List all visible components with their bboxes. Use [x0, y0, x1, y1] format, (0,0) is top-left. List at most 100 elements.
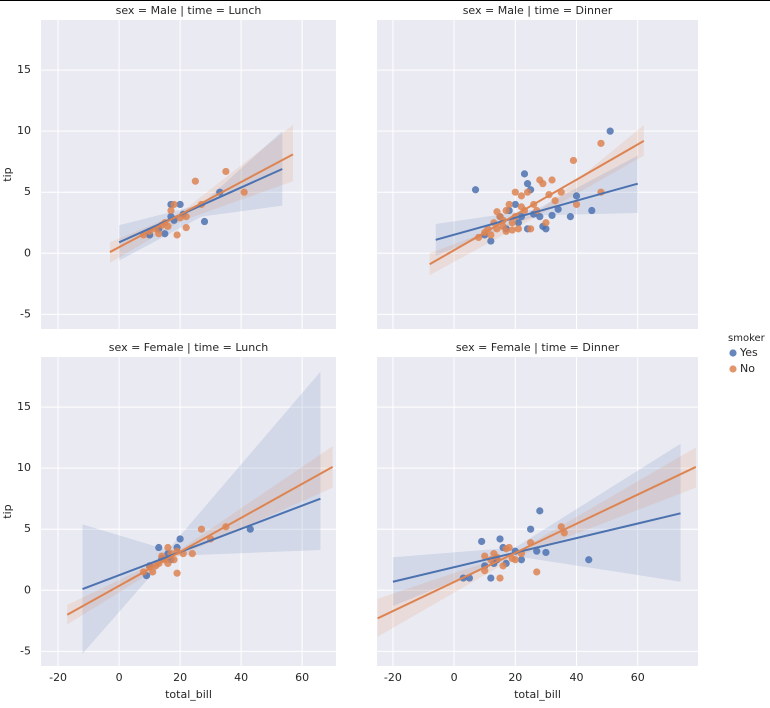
y-axis-label: tip	[1, 504, 14, 518]
y-tick-label: -5	[20, 644, 31, 657]
y-tick-label: 0	[24, 583, 31, 596]
point	[502, 227, 510, 235]
point	[585, 556, 593, 564]
point	[572, 192, 581, 200]
point	[176, 200, 184, 209]
point	[572, 200, 581, 209]
point	[551, 197, 559, 205]
plot-layer	[109, 125, 294, 264]
point	[517, 192, 526, 200]
point	[514, 225, 522, 233]
legend-marker	[729, 349, 737, 357]
point	[155, 230, 163, 238]
point	[496, 535, 504, 543]
point	[182, 224, 190, 232]
regression-line	[377, 466, 697, 620]
y-tick-label: 5	[24, 185, 31, 198]
point	[527, 525, 535, 533]
regression-line	[118, 168, 283, 244]
legend-label: Yes	[739, 346, 758, 359]
point	[557, 523, 565, 531]
point	[170, 200, 178, 209]
confidence-band	[82, 371, 321, 654]
x-tick-label: -20	[384, 671, 402, 684]
panel-title: sex = Male | time = Lunch	[116, 4, 262, 17]
point	[542, 548, 550, 557]
point	[176, 535, 184, 543]
point	[173, 569, 181, 577]
point	[502, 206, 510, 215]
point	[569, 156, 578, 165]
x-axis-label: total_bill	[165, 688, 212, 701]
point	[514, 219, 522, 227]
x-tick-label: 20	[508, 671, 522, 684]
point	[523, 188, 532, 196]
point	[188, 550, 196, 558]
point	[517, 203, 526, 211]
point	[200, 217, 209, 226]
point	[197, 525, 206, 533]
point	[511, 556, 519, 564]
y-tick-label: -5	[20, 307, 31, 320]
regression-line	[109, 153, 294, 253]
point	[508, 226, 516, 234]
point	[471, 186, 480, 194]
point	[588, 206, 596, 215]
legend-title: smoker	[728, 333, 766, 344]
point	[520, 170, 529, 178]
y-axis-label: tip	[1, 167, 14, 181]
y-tick-label: 15	[17, 63, 31, 76]
regression-line	[82, 497, 321, 590]
regression-line	[392, 512, 681, 583]
point	[606, 127, 614, 135]
point	[149, 568, 157, 576]
point	[164, 222, 172, 231]
point	[533, 547, 541, 555]
point	[505, 543, 513, 552]
plot-background	[41, 20, 336, 329]
point	[542, 225, 550, 233]
point	[170, 556, 178, 564]
point	[517, 556, 526, 564]
x-tick-label: 60	[295, 671, 309, 684]
regression-line	[435, 182, 638, 241]
confidence-band	[67, 446, 333, 625]
point	[182, 213, 190, 221]
point	[487, 231, 495, 239]
point	[496, 574, 504, 582]
x-tick-label: 40	[234, 671, 248, 684]
x-tick-label: 0	[116, 671, 123, 684]
y-tick-label: 15	[17, 400, 31, 413]
point	[487, 574, 495, 582]
regression-line	[66, 466, 334, 616]
point	[155, 543, 163, 552]
plot-layer	[429, 125, 645, 276]
x-tick-label: 20	[173, 671, 187, 684]
point	[487, 237, 495, 245]
point	[554, 205, 562, 213]
point	[548, 176, 556, 184]
panel-title: sex = Female | time = Dinner	[456, 341, 620, 354]
point	[508, 219, 516, 227]
point	[164, 543, 172, 552]
x-tick-label: -20	[49, 671, 67, 684]
point	[511, 200, 519, 209]
plot-layer	[66, 371, 334, 654]
x-tick-label: 40	[570, 671, 584, 684]
legend-label: No	[740, 362, 755, 375]
point	[527, 225, 535, 233]
legend-marker	[729, 365, 737, 373]
point	[161, 230, 169, 238]
y-tick-label: 10	[17, 461, 31, 474]
x-tick-label: 0	[451, 671, 458, 684]
y-tick-label: 0	[24, 246, 31, 259]
point	[481, 552, 489, 560]
y-tick-label: 10	[17, 124, 31, 137]
point	[539, 180, 547, 188]
x-axis-label: total_bill	[514, 688, 561, 701]
point	[167, 206, 175, 215]
point	[533, 568, 541, 576]
point	[173, 231, 181, 239]
point	[536, 507, 544, 515]
